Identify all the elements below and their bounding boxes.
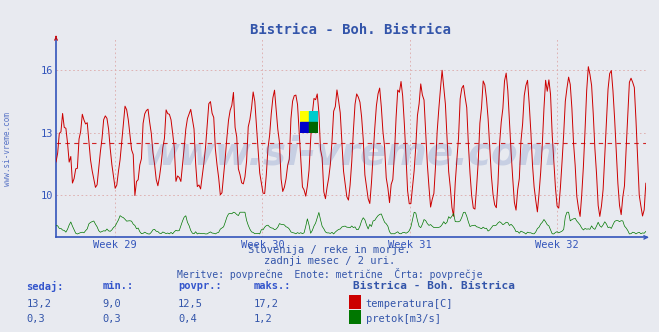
Text: Slovenija / reke in morje.: Slovenija / reke in morje. bbox=[248, 245, 411, 255]
Text: 1,2: 1,2 bbox=[254, 314, 272, 324]
Text: 9,0: 9,0 bbox=[102, 299, 121, 309]
Bar bbox=[309, 122, 318, 133]
Bar bbox=[300, 122, 309, 133]
Bar bbox=[300, 111, 309, 122]
Text: 13,2: 13,2 bbox=[26, 299, 51, 309]
Text: 12,5: 12,5 bbox=[178, 299, 203, 309]
Title: Bistrica - Boh. Bistrica: Bistrica - Boh. Bistrica bbox=[250, 23, 451, 37]
Text: 0,3: 0,3 bbox=[26, 314, 45, 324]
Bar bbox=[309, 111, 318, 122]
Text: 0,3: 0,3 bbox=[102, 314, 121, 324]
Text: zadnji mesec / 2 uri.: zadnji mesec / 2 uri. bbox=[264, 256, 395, 266]
Text: povpr.:: povpr.: bbox=[178, 281, 221, 290]
Text: maks.:: maks.: bbox=[254, 281, 291, 290]
Text: www.si-vreme.com: www.si-vreme.com bbox=[143, 135, 559, 173]
Text: 0,4: 0,4 bbox=[178, 314, 196, 324]
Text: sedaj:: sedaj: bbox=[26, 281, 64, 291]
Text: min.:: min.: bbox=[102, 281, 133, 290]
Text: www.si-vreme.com: www.si-vreme.com bbox=[3, 113, 13, 186]
Text: 17,2: 17,2 bbox=[254, 299, 279, 309]
Text: Bistrica - Boh. Bistrica: Bistrica - Boh. Bistrica bbox=[353, 281, 515, 290]
Text: temperatura[C]: temperatura[C] bbox=[366, 299, 453, 309]
Text: pretok[m3/s]: pretok[m3/s] bbox=[366, 314, 441, 324]
Text: Meritve: povprečne  Enote: metrične  Črta: povprečje: Meritve: povprečne Enote: metrične Črta:… bbox=[177, 268, 482, 280]
